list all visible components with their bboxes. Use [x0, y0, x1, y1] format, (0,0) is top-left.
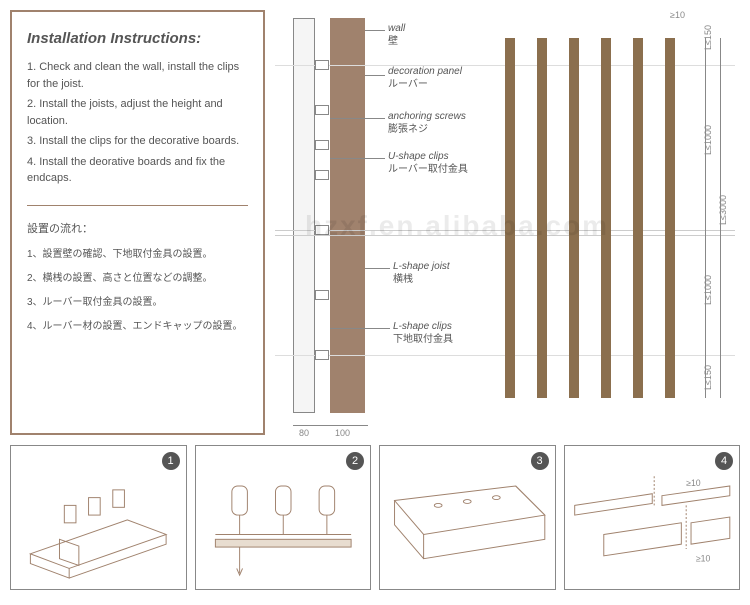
step4-svg: ≥10 ≥10: [565, 446, 740, 589]
watermark: hzxf.en.alibaba.com: [305, 210, 609, 242]
step-en-3: 3. Install the clips for the decorative …: [27, 133, 248, 150]
main-diagram: wall壁 decoration panelルーバー anchoring scr…: [275, 10, 740, 435]
dim-r1: L≤150: [703, 25, 713, 50]
step-box-4: 4 ≥10 ≥10: [564, 445, 741, 590]
leader-line: [365, 268, 390, 269]
label-screws: anchoring screws膨張ネジ: [388, 110, 466, 136]
clip-icon: [315, 105, 329, 115]
clip-icon: [315, 290, 329, 300]
step-number-icon: 3: [531, 452, 549, 470]
title-en: Installation Instructions:: [27, 30, 248, 47]
dim-top: ≥10: [670, 10, 685, 20]
clip-icon: [315, 170, 329, 180]
leader-line: [330, 158, 385, 159]
dim-80: 80: [299, 428, 309, 438]
clip-icon: [315, 140, 329, 150]
instructions-panel: Installation Instructions: 1. Check and …: [10, 10, 265, 435]
step-en-4: 4. Install the deorative boards and fix …: [27, 154, 248, 187]
clip-icon: [315, 60, 329, 70]
leader-line: [365, 30, 385, 31]
step-number-icon: 1: [162, 452, 180, 470]
label-ljoist: L-shape joist横桟: [393, 260, 450, 286]
label-lclips: L-shape clips下地取付金具: [393, 320, 453, 346]
step-box-1: 1: [10, 445, 187, 590]
dim-step4a: ≥10: [686, 478, 701, 488]
leader-line: [365, 75, 385, 76]
step-jp-3: 3、ルーバー取付金具の設置。: [27, 294, 248, 312]
dim-r4: L≤1000: [703, 275, 713, 305]
divider: [27, 205, 248, 206]
dim-r5: L≤150: [703, 365, 713, 390]
title-jp: 設置の流れ：: [27, 220, 248, 236]
step-box-3: 3: [379, 445, 556, 590]
step-number-icon: 2: [346, 452, 364, 470]
dim-r3: L≤3000: [718, 195, 728, 225]
louver-bar: [633, 38, 643, 398]
label-wall: wall壁: [388, 22, 405, 48]
step3-svg: [380, 446, 555, 589]
louver-bar: [665, 38, 675, 398]
leader-line: [330, 328, 390, 329]
dim-line: [293, 425, 368, 426]
step-en-2: 2. Install the joists, adjust the height…: [27, 96, 248, 129]
dim-line: [705, 38, 706, 398]
label-uclips: U-shape clipsルーバー取付金具: [388, 150, 468, 176]
main-area: Installation Instructions: 1. Check and …: [0, 0, 750, 445]
step1-svg: [11, 446, 186, 589]
step-box-2: 2: [195, 445, 372, 590]
dim-100: 100: [335, 428, 350, 438]
label-panel: decoration panelルーバー: [388, 65, 462, 91]
clip-icon: [315, 350, 329, 360]
step-number-icon: 4: [715, 452, 733, 470]
step-jp-4: 4、ルーバー材の設置、エンドキャップの設置。: [27, 318, 248, 336]
dim-r2: L≤1000: [703, 125, 713, 155]
step-en-1: 1. Check and clean the wall, install the…: [27, 59, 248, 92]
step-diagrams-row: 1 2: [0, 445, 750, 590]
leader-line: [330, 118, 385, 119]
step-jp-2: 2、横桟の設置、高さと位置などの調整。: [27, 270, 248, 288]
step-jp-1: 1、設置壁の確認、下地取付金具の設置。: [27, 246, 248, 264]
dim-step4b: ≥10: [695, 554, 710, 564]
step2-svg: [196, 446, 371, 589]
